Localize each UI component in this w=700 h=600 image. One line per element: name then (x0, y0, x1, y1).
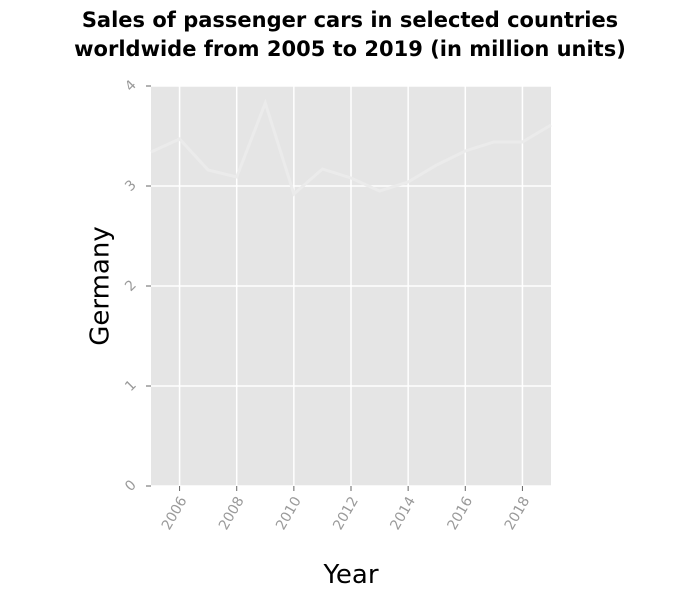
grid-lines (151, 85, 551, 487)
x-tick-label: 2008 (216, 494, 248, 533)
chart-title-line-1: Sales of passenger cars in selected coun… (81, 8, 619, 32)
x-tick-label: 2016 (445, 494, 477, 533)
y-tick-label: 3 (122, 177, 140, 195)
chart-title: Sales of passenger cars in selected coun… (0, 6, 700, 64)
series-line (150, 98, 552, 197)
y-tick-label: 0 (122, 477, 140, 495)
x-tick-label: 2010 (273, 494, 305, 533)
x-tick-label: 2014 (387, 494, 419, 533)
x-tick-label: 2006 (159, 494, 191, 533)
series-layer (150, 98, 552, 197)
chart-title-line-2: worldwide from 2005 to 2019 (in million … (74, 37, 626, 61)
x-tick-label: 2018 (502, 494, 534, 533)
y-tick-label: 2 (122, 277, 140, 295)
x-tick-label: 2012 (330, 494, 362, 533)
y-axis-title: Germany (86, 226, 116, 346)
y-tick-label: 1 (122, 377, 140, 395)
y-tick-label: 4 (122, 77, 140, 95)
x-axis-title: Year (322, 560, 378, 590)
